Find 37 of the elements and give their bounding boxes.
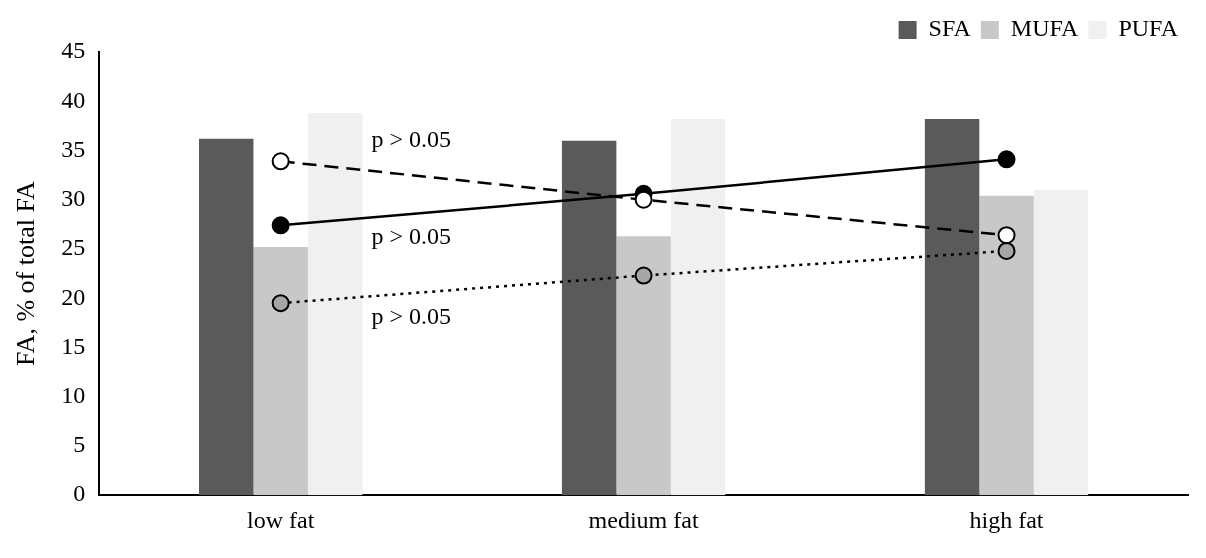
y-tick-label: 5 xyxy=(73,431,86,458)
y-tick-label: 20 xyxy=(61,283,86,310)
annotation: p > 0.05 xyxy=(371,223,451,250)
point xyxy=(634,190,653,209)
y-tick-label: 0 xyxy=(73,480,86,507)
y-tick-label: 35 xyxy=(61,135,86,162)
bar xyxy=(616,236,671,496)
y-tick-label: 25 xyxy=(61,234,86,261)
bar xyxy=(253,247,308,496)
x-tick-label: medium fat xyxy=(588,506,699,533)
point xyxy=(271,216,290,235)
y-tick-label: 30 xyxy=(61,185,86,212)
x-tick-label: low fat xyxy=(247,506,315,533)
bar xyxy=(924,118,980,496)
bar xyxy=(199,138,254,496)
y-tick-label: 40 xyxy=(61,86,86,113)
y-tick-label: 15 xyxy=(61,332,86,359)
y-tick-label: 45 xyxy=(61,37,86,64)
y-axis-title: FA, % of total FA xyxy=(11,181,41,366)
legend-label: PUFA xyxy=(1118,15,1179,42)
bar xyxy=(979,195,1034,496)
bar xyxy=(670,118,726,496)
annotation: p > 0.05 xyxy=(371,125,451,152)
y-tick-label: 10 xyxy=(61,382,86,409)
point xyxy=(997,241,1016,260)
legend-label: MUFA xyxy=(1010,15,1080,42)
point xyxy=(997,150,1016,169)
legend-label: SFA xyxy=(928,15,972,42)
bar xyxy=(561,140,617,496)
point xyxy=(271,294,290,313)
bar xyxy=(1033,189,1089,496)
bar xyxy=(307,113,363,496)
annotation: p > 0.05 xyxy=(371,303,451,330)
point xyxy=(271,152,290,171)
point xyxy=(634,266,653,285)
point xyxy=(997,226,1016,245)
x-tick-label: high fat xyxy=(969,506,1044,533)
